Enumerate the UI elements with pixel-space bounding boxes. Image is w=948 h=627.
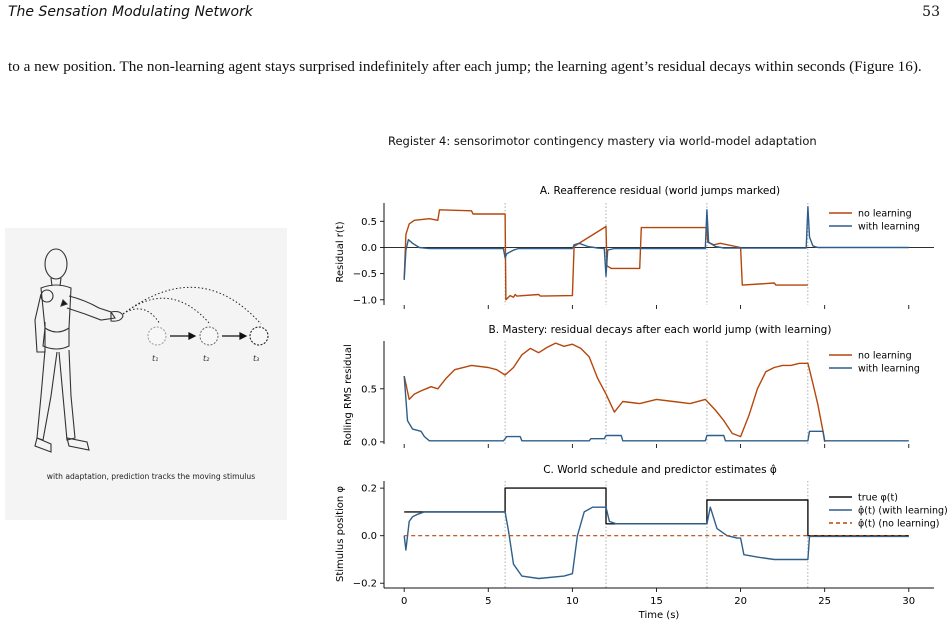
x-tick-label: 0 (401, 596, 407, 607)
legend-label: true φ(t) (858, 493, 898, 504)
series-line (403, 506, 909, 580)
illustration-panel: t₁ t₂ t₃ with adaptation, prediction tra… (5, 228, 287, 520)
label-t2: t₂ (203, 354, 210, 363)
stimulus-t3 (249, 326, 269, 346)
figure-suptitle: Register 4: sensorimotor contingency mas… (388, 134, 817, 148)
running-header: The Sensation Modulating Network 53 (8, 4, 940, 26)
body-paragraph: to a new position. The non-learning agen… (8, 58, 922, 75)
legend-label: no learning (858, 209, 912, 220)
panel-a-ylabel: Residual r(t) (335, 221, 346, 282)
x-tick-label: 15 (650, 596, 663, 607)
label-t1: t₁ (152, 354, 158, 363)
legend-label: no learning (858, 351, 912, 362)
y-tick-label: 0.0 (361, 243, 377, 254)
series-line (403, 375, 909, 442)
series-line (403, 205, 909, 280)
legend-label: φ̂(t) (with learning) (858, 506, 948, 517)
arrow-icon (188, 332, 197, 340)
series-line (403, 209, 808, 301)
series-line (403, 342, 826, 443)
stimulus-t2 (199, 326, 219, 346)
panel-c-ylabel: Stimulus position φ (335, 486, 346, 582)
y-tick-label: 0.5 (361, 217, 377, 228)
y-tick-label: −0.5 (353, 269, 377, 280)
legend-label: φ̂(t) (no learning) (858, 519, 939, 530)
x-tick-label: 10 (566, 596, 579, 607)
arrow-icon (239, 332, 248, 340)
x-tick-label: 25 (818, 596, 831, 607)
panel-a: A. Reafference residual (world jumps mar… (335, 185, 934, 309)
mannequin-arm (66, 295, 116, 321)
y-tick-label: −0.2 (353, 579, 377, 590)
panel-c: C. World schedule and predictor estimate… (335, 464, 948, 621)
page-number: 53 (922, 4, 940, 20)
y-tick-label: −1.0 (353, 295, 377, 306)
x-axis-label: Time (s) (638, 610, 680, 621)
panel-b: B. Mastery: residual decays after each w… (343, 324, 920, 448)
legend-label: with learning (858, 222, 920, 233)
illustration-figure: t₁ t₂ t₃ with adaptation, prediction tra… (34, 248, 269, 481)
running-title: The Sensation Modulating Network (8, 4, 253, 20)
panel-b-title: B. Mastery: residual decays after each w… (489, 324, 832, 336)
x-tick-label: 20 (734, 596, 747, 607)
y-tick-label: 0.0 (361, 531, 377, 542)
label-t3: t₃ (253, 354, 259, 363)
panel-b-ylabel: Rolling RMS residual (343, 344, 354, 446)
y-tick-label: 0.5 (361, 384, 377, 395)
x-tick-label: 30 (902, 596, 915, 607)
y-tick-label: 0.0 (361, 437, 377, 448)
x-tick-label: 5 (485, 596, 491, 607)
stimulus-t1 (147, 326, 167, 346)
panel-c-title: C. World schedule and predictor estimate… (543, 464, 777, 476)
panel-a-title: A. Reafference residual (world jumps mar… (540, 185, 780, 197)
mannequin-head (44, 248, 68, 280)
y-tick-label: 0.2 (361, 484, 377, 495)
illustration-caption: with adaptation, prediction tracks the m… (47, 472, 255, 481)
legend-label: with learning (858, 364, 920, 375)
